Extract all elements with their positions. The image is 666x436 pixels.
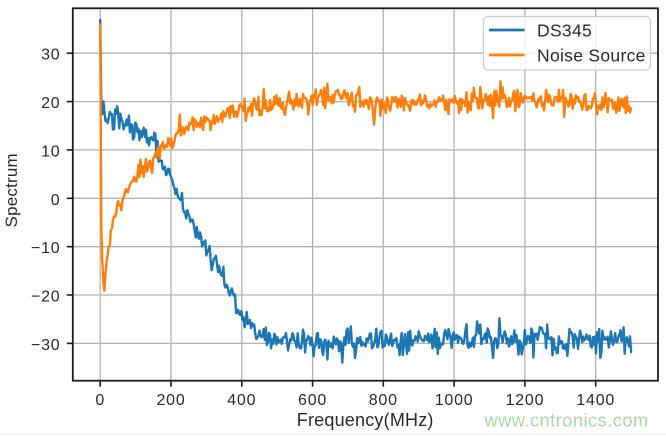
svg-text:−30: −30 <box>31 337 61 354</box>
svg-text:1000: 1000 <box>435 392 474 409</box>
svg-text:10: 10 <box>41 143 60 160</box>
svg-text:1400: 1400 <box>576 392 615 409</box>
svg-text:0: 0 <box>51 192 61 209</box>
svg-text:1200: 1200 <box>506 392 545 409</box>
svg-text:Spectrum: Spectrum <box>2 153 21 227</box>
svg-text:20: 20 <box>41 95 60 112</box>
svg-text:−20: −20 <box>31 289 61 306</box>
svg-text:600: 600 <box>298 392 327 409</box>
svg-text:30: 30 <box>41 47 60 64</box>
svg-text:Noise Source: Noise Source <box>537 46 646 66</box>
svg-text:DS345: DS345 <box>537 21 592 41</box>
svg-text:www.cntronics.com: www.cntronics.com <box>484 411 649 431</box>
svg-text:Frequency(MHz): Frequency(MHz) <box>297 410 434 430</box>
svg-text:400: 400 <box>227 392 256 409</box>
svg-text:800: 800 <box>369 392 398 409</box>
svg-text:0: 0 <box>95 392 105 409</box>
svg-text:−10: −10 <box>31 240 61 257</box>
svg-text:200: 200 <box>156 392 185 409</box>
